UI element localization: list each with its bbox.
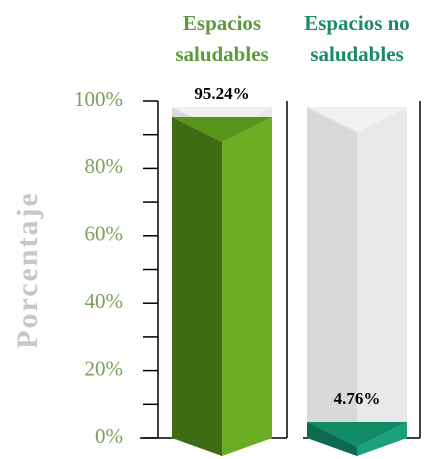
bar: [172, 117, 222, 456]
category-header: Espacios no saludables: [304, 11, 410, 66]
y-axis-title: Porcentaje: [11, 191, 44, 349]
bar: [307, 421, 407, 447]
bar: [172, 117, 272, 143]
y-tick-label: 20%: [85, 356, 124, 380]
bar: [307, 421, 357, 456]
track: [307, 107, 407, 132]
y-tick-label: 40%: [85, 289, 124, 313]
y-tick-label: 80%: [85, 154, 124, 178]
y-tick-label: 60%: [85, 222, 124, 246]
y-tick-label: 100%: [74, 87, 123, 111]
category-header: Espacios saludables: [175, 11, 269, 66]
track: [357, 107, 407, 456]
bar: [357, 421, 407, 456]
track: [307, 107, 357, 456]
value-label: 95.24%: [194, 84, 249, 103]
bar: [222, 117, 272, 456]
value-label: 4.76%: [334, 389, 381, 408]
y-tick-label: 0%: [95, 424, 123, 448]
